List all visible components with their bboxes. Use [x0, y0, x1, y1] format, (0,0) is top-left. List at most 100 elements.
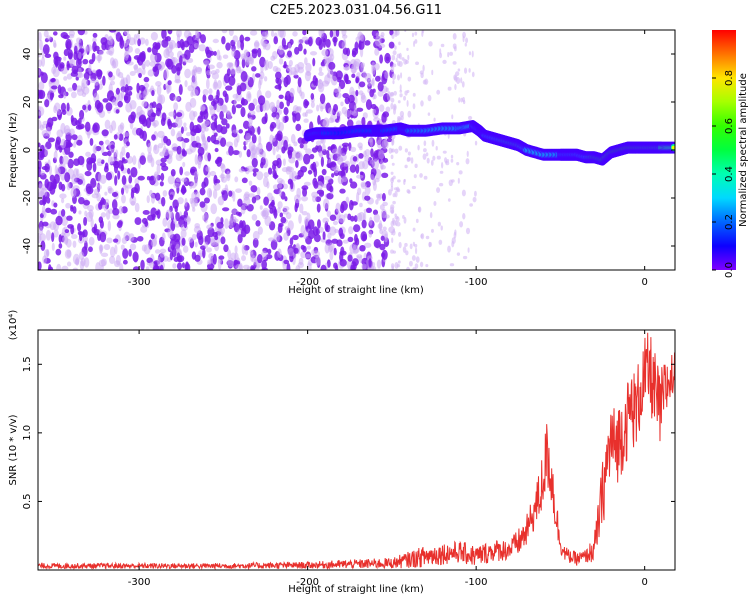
noise-speckle: [47, 137, 55, 143]
noise-speckle: [327, 232, 332, 239]
noise-speckle: [277, 248, 282, 259]
noise-speckle: [252, 168, 259, 173]
noise-speckle: [313, 180, 319, 189]
noise-speckle: [358, 81, 366, 88]
noise-speckle: [338, 227, 344, 237]
noise-speckle: [390, 185, 394, 192]
noise-speckle: [378, 220, 383, 231]
noise-speckle: [388, 41, 395, 49]
noise-speckle: [44, 163, 50, 173]
noise-speckle: [380, 159, 384, 170]
noise-speckle: [93, 223, 98, 234]
noise-speckle: [306, 245, 311, 250]
noise-speckle: [325, 38, 331, 48]
noise-speckle: [112, 208, 120, 216]
noise-speckle: [143, 82, 150, 89]
noise-speckle: [251, 147, 256, 159]
noise-speckle: [147, 47, 152, 53]
noise-speckle: [402, 246, 407, 254]
noise-speckle: [53, 105, 58, 114]
noise-speckle: [65, 38, 72, 50]
noise-speckle: [66, 102, 70, 112]
noise-speckle: [228, 145, 234, 156]
noise-speckle: [423, 140, 427, 147]
noise-speckle: [468, 51, 472, 56]
noise-speckle: [115, 31, 122, 42]
colorbar-tick-label: 0.8: [724, 70, 735, 86]
noise-speckle: [302, 112, 307, 117]
noise-speckle: [121, 194, 126, 204]
noise-speckle: [208, 88, 213, 95]
noise-speckle: [398, 231, 402, 237]
noise-speckle: [304, 253, 312, 259]
noise-speckle: [461, 81, 465, 88]
noise-speckle: [430, 159, 434, 166]
noise-speckle: [241, 58, 246, 69]
noise-speckle: [239, 220, 244, 229]
noise-speckle: [85, 151, 91, 157]
noise-speckle: [141, 100, 148, 108]
noise-speckle: [134, 202, 140, 213]
noise-speckle: [234, 60, 238, 68]
noise-speckle: [283, 76, 289, 88]
noise-speckle: [250, 185, 258, 193]
noise-speckle: [171, 56, 178, 63]
noise-speckle: [456, 161, 460, 166]
noise-speckle: [171, 244, 175, 251]
noise-speckle: [283, 259, 290, 265]
noise-speckle: [448, 179, 453, 187]
noise-speckle: [205, 49, 212, 59]
noise-speckle: [232, 129, 239, 134]
noise-speckle: [315, 36, 322, 46]
noise-speckle: [280, 216, 287, 224]
noise-speckle: [235, 188, 242, 193]
noise-speckle: [382, 226, 387, 231]
noise-speckle: [286, 98, 291, 107]
noise-speckle: [365, 99, 372, 110]
noise-speckle: [193, 42, 200, 49]
noise-speckle: [173, 182, 181, 189]
noise-speckle: [289, 87, 295, 97]
noise-speckle: [468, 68, 471, 73]
y-tick-label: 1.0: [22, 425, 33, 441]
noise-speckle: [101, 252, 109, 257]
noise-speckle: [61, 67, 68, 75]
noise-speckle: [119, 79, 126, 88]
noise-speckle: [76, 139, 83, 146]
x-tick-label: 0: [641, 277, 647, 288]
noise-speckle: [311, 249, 315, 256]
noise-speckle: [141, 217, 148, 225]
noise-speckle: [355, 89, 359, 97]
noise-speckle: [81, 78, 89, 89]
noise-speckle: [353, 104, 358, 114]
noise-speckle: [333, 88, 339, 94]
noise-speckle: [282, 210, 289, 215]
noise-speckle: [383, 233, 388, 243]
noise-speckle: [212, 253, 217, 265]
noise-speckle: [40, 240, 46, 251]
noise-speckle: [456, 252, 461, 256]
noise-speckle: [221, 118, 228, 126]
noise-speckle: [184, 171, 191, 176]
noise-speckle: [417, 144, 420, 151]
noise-speckle: [397, 179, 401, 183]
x-tick-label: -300: [128, 577, 151, 588]
noise-speckle: [251, 49, 258, 59]
noise-speckle: [54, 139, 61, 151]
noise-speckle: [280, 76, 285, 83]
noise-speckle: [349, 164, 357, 173]
noise-speckle: [391, 138, 395, 146]
noise-speckle: [183, 122, 187, 127]
noise-speckle: [420, 234, 423, 239]
noise-speckle: [271, 112, 277, 118]
noise-speckle: [212, 139, 220, 145]
noise-speckle: [469, 203, 473, 207]
noise-speckle: [329, 249, 334, 261]
noise-speckle: [147, 105, 153, 116]
noise-speckle: [72, 267, 79, 270]
noise-speckle: [322, 198, 330, 210]
noise-speckle: [217, 156, 223, 163]
noise-speckle: [94, 79, 100, 86]
noise-speckle: [326, 182, 333, 191]
noise-speckle: [364, 155, 370, 162]
